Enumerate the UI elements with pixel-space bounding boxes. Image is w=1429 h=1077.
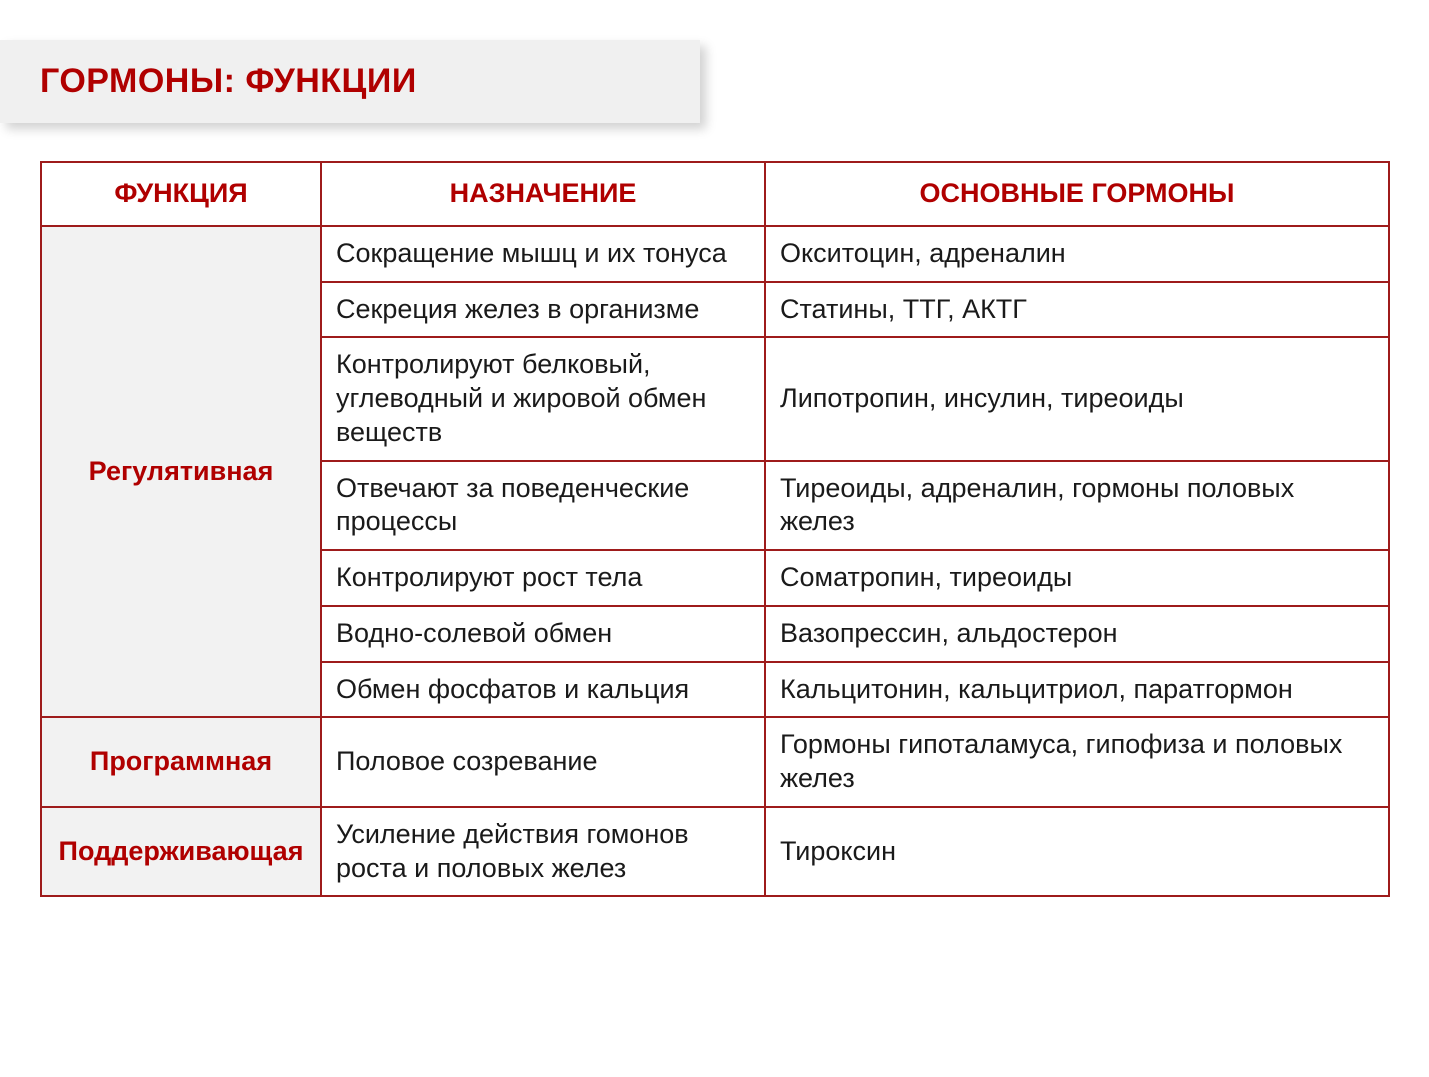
hormones-cell: Кальцитонин, кальцитриол, паратгормон bbox=[765, 662, 1389, 718]
hormones-cell: Липотропин, инсулин, тиреоиды bbox=[765, 337, 1389, 460]
col-header-hormones: ОСНОВНЫЕ ГОРМОНЫ bbox=[765, 162, 1389, 226]
col-header-function: ФУНКЦИЯ bbox=[41, 162, 321, 226]
table-row: Программная Половое созревание Гормоны г… bbox=[41, 717, 1389, 807]
hormones-cell: Статины, ТТГ, АКТГ bbox=[765, 282, 1389, 338]
slide-title: ГОРМОНЫ: ФУНКЦИИ bbox=[40, 62, 417, 100]
purpose-cell: Контролируют рост тела bbox=[321, 550, 765, 606]
table-row: Поддерживающая Усиление действия гомонов… bbox=[41, 807, 1389, 897]
purpose-cell: Отвечают за поведенческие процессы bbox=[321, 461, 765, 551]
table-row: Регулятивная Сокращение мышц и их тонуса… bbox=[41, 226, 1389, 282]
table-container: ФУНКЦИЯ НАЗНАЧЕНИЕ ОСНОВНЫЕ ГОРМОНЫ Регу… bbox=[0, 161, 1389, 897]
table-header-row: ФУНКЦИЯ НАЗНАЧЕНИЕ ОСНОВНЫЕ ГОРМОНЫ bbox=[41, 162, 1389, 226]
col-header-purpose: НАЗНАЧЕНИЕ bbox=[321, 162, 765, 226]
hormones-cell: Соматропин, тиреоиды bbox=[765, 550, 1389, 606]
title-box: ГОРМОНЫ: ФУНКЦИИ bbox=[0, 40, 700, 123]
purpose-cell: Сокращение мышц и их тонуса bbox=[321, 226, 765, 282]
hormones-cell: Окситоцин, адреналин bbox=[765, 226, 1389, 282]
hormones-cell: Тиреоиды, адреналин, гормоны половых жел… bbox=[765, 461, 1389, 551]
table-body: Регулятивная Сокращение мышц и их тонуса… bbox=[41, 226, 1389, 897]
function-cell: Поддерживающая bbox=[41, 807, 321, 897]
purpose-cell: Обмен фосфатов и кальция bbox=[321, 662, 765, 718]
slide: ГОРМОНЫ: ФУНКЦИИ ФУНКЦИЯ НАЗНАЧЕНИЕ ОСНО… bbox=[0, 0, 1429, 937]
function-cell: Программная bbox=[41, 717, 321, 807]
purpose-cell: Половое созревание bbox=[321, 717, 765, 807]
purpose-cell: Контролируют белковый, углеводный и жиро… bbox=[321, 337, 765, 460]
hormones-cell: Вазопрессин, альдостерон bbox=[765, 606, 1389, 662]
purpose-cell: Усиление действия гомонов роста и половы… bbox=[321, 807, 765, 897]
function-cell: Регулятивная bbox=[41, 226, 321, 718]
hormones-cell: Тироксин bbox=[765, 807, 1389, 897]
hormones-table: ФУНКЦИЯ НАЗНАЧЕНИЕ ОСНОВНЫЕ ГОРМОНЫ Регу… bbox=[40, 161, 1390, 897]
purpose-cell: Водно-солевой обмен bbox=[321, 606, 765, 662]
hormones-cell: Гормоны гипоталамуса, гипофиза и половых… bbox=[765, 717, 1389, 807]
purpose-cell: Секреция желез в организме bbox=[321, 282, 765, 338]
